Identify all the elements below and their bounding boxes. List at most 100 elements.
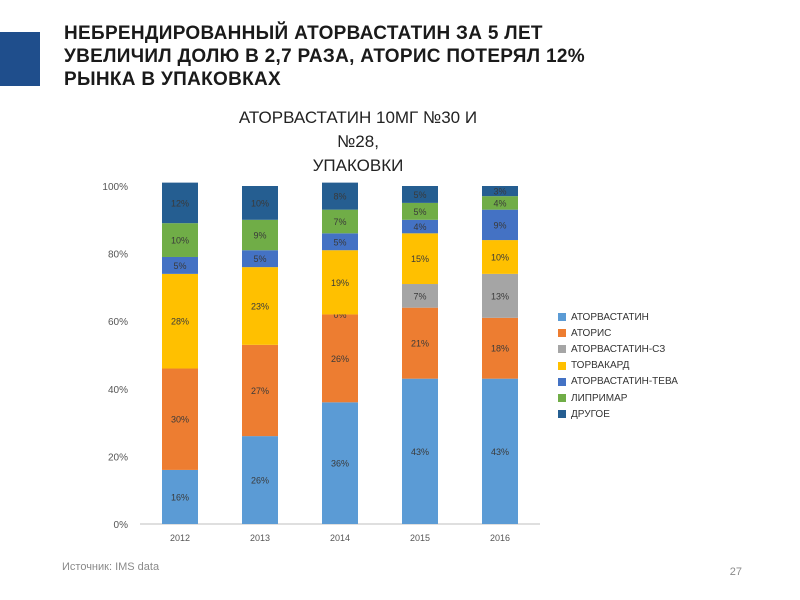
slide-title-line-1: НЕБРЕНДИРОВАННЫЙ АТОРВАСТАТИН ЗА 5 ЛЕТ (64, 23, 543, 44)
y-tick-label: 20% (108, 452, 128, 463)
data-label: 9% (493, 220, 506, 230)
bar-segment-2013-4 (242, 267, 278, 345)
chart-legend: АТОРВАСТАТИН АТОРИС АТОРВАСТАТИН-СЗ ТОРВАКА… (558, 309, 678, 422)
slide-title: НЕБРЕНДИРОВАННЫЙ АТОРВАСТАТИН ЗА 5 ЛЕТ У… (64, 22, 764, 91)
data-label: 19% (331, 278, 349, 288)
data-label: 26% (251, 476, 269, 486)
y-tick-label: 0% (114, 520, 129, 531)
x-tick-label: 2016 (490, 533, 510, 543)
data-label: 4% (493, 198, 506, 208)
legend-label: ТОРВАКАРД (571, 360, 630, 372)
data-label: 9% (253, 231, 266, 241)
legend-label: ЛИПРИМАР (571, 392, 628, 404)
legend-label: АТОРВАСТАТИН-СЗ (571, 343, 666, 355)
bar-segment-2015-2 (402, 307, 438, 379)
data-label: 28% (171, 317, 189, 327)
slide-title-line-2: УВЕЛИЧИЛ ДОЛЮ В 2,7 РАЗА, АТОРИС ПОТЕРЯЛ… (64, 46, 585, 67)
bar-segment-2012-2 (162, 368, 198, 470)
data-label: 13% (491, 291, 509, 301)
data-label: 18% (491, 344, 509, 354)
data-label-zero: 0% (333, 310, 346, 320)
legend-label: ДРУГОЕ (571, 408, 610, 420)
bar-segment-2016-7 (482, 186, 518, 197)
data-label: 5% (413, 190, 426, 200)
x-tick-label: 2014 (330, 533, 350, 543)
data-label: 5% (253, 254, 266, 264)
data-label: 36% (331, 459, 349, 469)
bar-segment-2013-2 (242, 344, 278, 437)
data-label: 30% (171, 415, 189, 425)
bar-segment-2014-6 (322, 209, 358, 234)
legend-swatch (558, 394, 566, 403)
x-tick-label: 2015 (410, 533, 430, 543)
data-label: 16% (171, 492, 189, 502)
bar-segment-2012-7 (162, 182, 198, 224)
data-label: 10% (491, 252, 509, 262)
x-tick-label: 2012 (170, 533, 190, 543)
data-label: 8% (333, 192, 346, 202)
legend-swatch (558, 410, 566, 419)
data-label: 10% (171, 236, 189, 246)
data-label: 3% (493, 187, 506, 197)
legend-label: АТОРИС (571, 327, 612, 339)
chart-title-line-2: №28, (337, 132, 379, 151)
bar-segment-2016-2 (482, 317, 518, 379)
x-tick-label: 2013 (250, 533, 270, 543)
legend-item: АТОРВАСТАТИН (558, 309, 678, 325)
data-label: 10% (251, 198, 269, 208)
bar-segment-2013-7 (242, 186, 278, 220)
data-label: 27% (251, 386, 269, 396)
legend-swatch (558, 345, 566, 354)
data-label: 23% (251, 301, 269, 311)
data-label: 5% (333, 237, 346, 247)
data-label: 43% (411, 447, 429, 457)
bar-segment-2015-1 (402, 378, 438, 524)
bar-segment-2014-1 (322, 402, 358, 524)
bar-segment-2016-5 (482, 209, 518, 241)
bar-segment-2013-1 (242, 436, 278, 524)
bar-segment-2014-2 (322, 314, 358, 403)
bar-segment-2014-5 (322, 233, 358, 251)
legend-item: ТОРВАКАРД (558, 358, 678, 374)
legend-swatch (558, 361, 566, 370)
data-label: 21% (411, 339, 429, 349)
bar-segment-2013-6 (242, 219, 278, 251)
data-label: 43% (491, 447, 509, 457)
y-tick-label: 100% (102, 182, 128, 193)
slide-title-line-3: РЫНКА В УПАКОВКАХ (64, 69, 281, 90)
legend-item: ЛИПРИМАР (558, 390, 678, 406)
source-note: Источник: IMS data (62, 561, 160, 573)
chart-title-line-3: УПАКОВКИ (312, 156, 404, 175)
y-tick-label: 80% (108, 250, 128, 261)
bar-segment-2014-4 (322, 250, 358, 315)
data-label: 5% (173, 261, 186, 271)
chart-title-line-1: АТОРВАСТАТИН 10МГ №30 И (238, 108, 478, 127)
data-label: 26% (331, 354, 349, 364)
legend-swatch (558, 313, 566, 322)
bar-segment-2016-1 (482, 378, 518, 524)
chart-title: АТОРВАСТАТИН 10МГ №30 И №28, УПАКОВКИ (230, 106, 486, 178)
bar-segment-2015-3 (402, 284, 438, 308)
bar-segment-2012-5 (162, 256, 198, 274)
data-label: 4% (413, 222, 426, 232)
bar-segment-2013-5 (242, 250, 278, 268)
page-number: 27 (729, 566, 742, 578)
y-tick-label: 40% (108, 385, 128, 396)
bar-segment-2016-3 (482, 273, 518, 318)
bar-segment-2012-4 (162, 273, 198, 369)
accent-bar (0, 32, 40, 86)
bar-segment-2014-7 (322, 182, 358, 210)
legend-label: АТОРВАСТАТИН (571, 311, 649, 323)
bar-segment-2016-6 (482, 196, 518, 210)
legend-item: АТОРВАСТАТИН-СЗ (558, 341, 678, 357)
legend-item: АТОРИС (558, 325, 678, 341)
bar-segment-2015-5 (402, 219, 438, 234)
data-label: 7% (333, 217, 346, 227)
bar-segment-2012-6 (162, 223, 198, 257)
data-label: 7% (413, 291, 426, 301)
y-tick-label: 60% (108, 317, 128, 328)
legend-label: АТОРВАСТАТИН-ТЕВА (571, 376, 678, 388)
data-label: 12% (171, 198, 189, 208)
bar-segment-2015-4 (402, 233, 438, 285)
